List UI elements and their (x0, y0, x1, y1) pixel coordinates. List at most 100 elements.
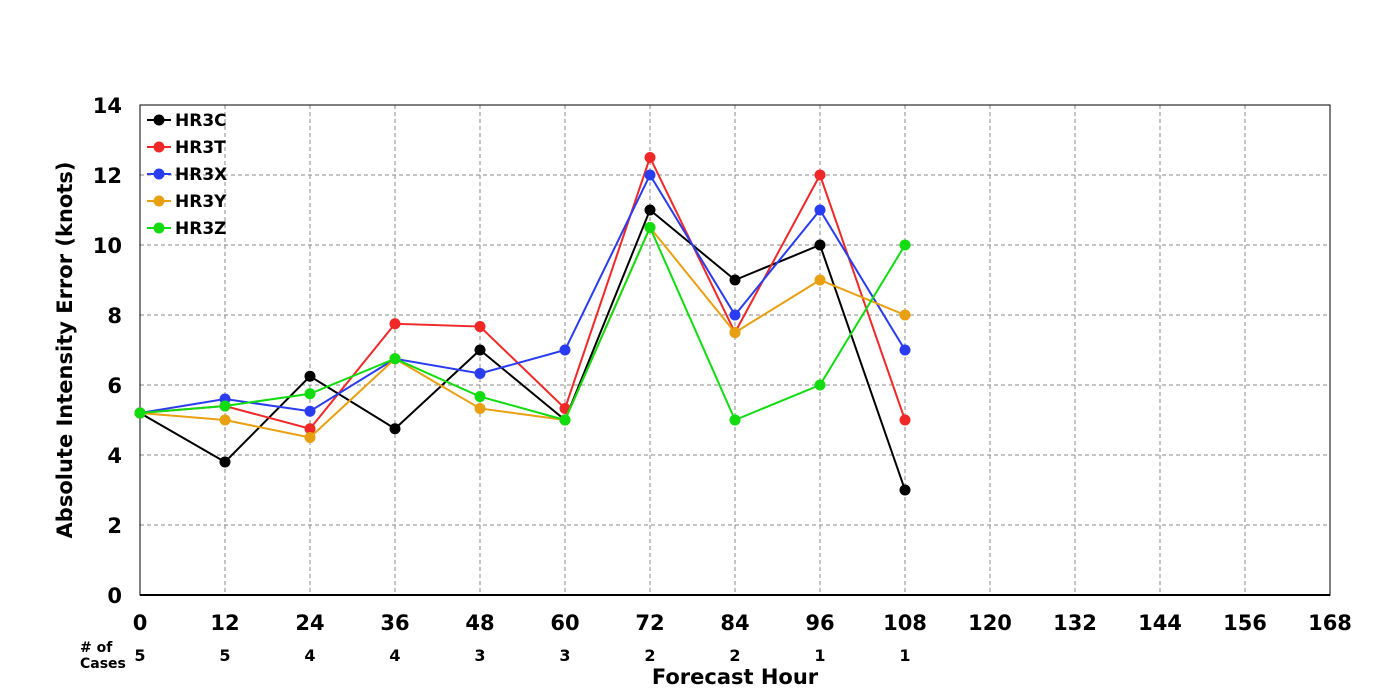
data-point-hr3c (899, 484, 911, 496)
data-point-hr3y (899, 309, 911, 321)
grid-lines (140, 105, 1330, 595)
data-point-hr3c (814, 239, 826, 251)
y-tick-labels: 0 2 4 6 8 10 12 14 (93, 94, 122, 608)
x-tick-label: 96 (805, 611, 834, 635)
legend-label: HR3Z (175, 219, 226, 239)
case-count: 3 (474, 646, 485, 665)
data-point-hr3t (389, 318, 401, 330)
legend-item-hr3x: HR3X (147, 165, 227, 185)
data-point-hr3t (474, 321, 486, 333)
y-tick-label: 14 (93, 94, 122, 118)
legend: HR3C HR3T HR3X HR3Y HR3Z (147, 111, 227, 239)
data-point-hr3y (304, 432, 316, 443)
data-point-hr3z (644, 222, 656, 233)
data-point-hr3z (134, 407, 146, 419)
data-point-hr3t (304, 423, 316, 435)
data-point-hr3c (219, 456, 231, 468)
data-point-hr3z (474, 391, 486, 403)
series-layer (134, 152, 911, 496)
x-tick-label: 72 (635, 611, 664, 635)
x-tick-label: 48 (465, 611, 494, 635)
cases-label-line-2: Cases (80, 656, 126, 672)
data-point-hr3z (559, 414, 571, 426)
legend-label: HR3C (175, 111, 227, 131)
y-tick-label: 0 (107, 584, 122, 608)
data-point-hr3c (389, 423, 401, 435)
x-axis-title: Forecast Hour (652, 665, 819, 689)
case-count: 1 (814, 646, 825, 665)
legend-swatch-marker (153, 168, 165, 180)
y-tick-label: 8 (107, 304, 122, 328)
series-hr3x (134, 169, 911, 419)
x-tick-label: 60 (550, 611, 579, 635)
data-point-hr3y (729, 327, 741, 338)
data-point-hr3x (644, 169, 656, 181)
y-tick-label: 6 (107, 374, 122, 398)
case-count: 4 (389, 646, 400, 665)
case-count: 5 (134, 646, 145, 665)
data-point-hr3x (729, 309, 741, 321)
data-point-hr3x (474, 367, 486, 379)
cases-row: # of Cases 5 5 4 4 3 3 2 2 1 1 (80, 640, 911, 672)
data-point-hr3c (729, 274, 741, 286)
series-line-hr3z (139, 225, 906, 422)
legend-item-hr3y: HR3Y (147, 192, 227, 212)
legend-swatch-marker (153, 114, 165, 126)
y-tick-label: 2 (107, 514, 122, 538)
legend-item-hr3z: HR3Z (147, 219, 226, 239)
x-tick-label: 120 (968, 611, 1012, 635)
x-tick-label: 108 (883, 611, 927, 635)
x-tick-label: 84 (720, 611, 749, 635)
x-tick-label: 0 (133, 611, 148, 635)
data-point-hr3c (474, 344, 486, 356)
series-hr3t (134, 152, 911, 435)
data-point-hr3t (644, 152, 656, 163)
x-tick-label: 36 (380, 611, 409, 635)
data-point-hr3x (559, 344, 571, 356)
y-tick-label: 12 (93, 164, 122, 188)
legend-label: HR3Y (175, 192, 227, 212)
legend-label: HR3T (175, 138, 226, 158)
cases-label-line-1: # of (80, 640, 113, 656)
x-tick-label: 156 (1223, 611, 1267, 635)
data-point-hr3c (644, 204, 656, 216)
x-tick-label: 168 (1308, 611, 1352, 635)
case-count: 3 (559, 646, 570, 665)
case-count: 5 (219, 646, 230, 665)
data-point-hr3z (304, 388, 316, 400)
data-point-hr3c (304, 370, 316, 382)
legend-item-hr3c: HR3C (147, 111, 227, 131)
series-line-hr3t (139, 154, 906, 430)
x-tick-label: 12 (210, 611, 239, 635)
data-point-hr3x (304, 405, 316, 417)
series-line-hr3c (139, 208, 906, 491)
x-tick-label: 144 (1138, 611, 1182, 635)
case-count: 2 (729, 646, 740, 665)
case-count: 4 (304, 646, 315, 665)
data-point-hr3y (219, 414, 231, 426)
legend-swatch-marker (153, 195, 165, 207)
data-point-hr3x (899, 344, 911, 356)
series-hr3z (134, 222, 911, 426)
x-tick-labels: 0 12 24 36 48 60 72 84 96 108 120 132 144 156 168 (133, 611, 1352, 635)
data-point-hr3y (814, 274, 826, 286)
data-point-hr3t (899, 414, 911, 426)
series-line-hr3y (139, 225, 906, 439)
data-point-hr3x (814, 204, 826, 216)
data-point-hr3z (899, 239, 911, 251)
legend-item-hr3t: HR3T (147, 138, 226, 158)
x-tick-label: 132 (1053, 611, 1097, 635)
y-tick-label: 10 (93, 234, 122, 258)
y-axis-title: Absolute Intensity Error (knots) (53, 162, 77, 539)
case-count: 1 (899, 646, 910, 665)
y-tick-label: 4 (107, 444, 122, 468)
series-line-hr3x (139, 172, 906, 414)
data-point-hr3z (389, 353, 401, 365)
series-hr3c (134, 204, 911, 496)
data-point-hr3t (559, 402, 571, 414)
data-point-hr3t (814, 169, 826, 181)
legend-swatch-marker (153, 141, 165, 153)
case-count: 2 (644, 646, 655, 665)
data-point-hr3z (814, 379, 826, 391)
